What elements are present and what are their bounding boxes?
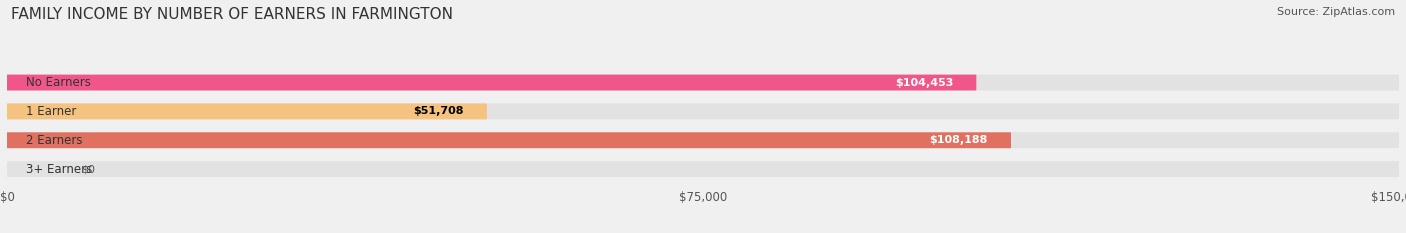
Text: 2 Earners: 2 Earners (25, 134, 82, 147)
FancyBboxPatch shape (7, 103, 486, 119)
Text: 3+ Earners: 3+ Earners (25, 163, 91, 176)
Text: $104,453: $104,453 (894, 78, 953, 88)
FancyBboxPatch shape (7, 132, 1399, 148)
Text: Source: ZipAtlas.com: Source: ZipAtlas.com (1277, 7, 1395, 17)
FancyBboxPatch shape (7, 161, 1399, 177)
Text: No Earners: No Earners (25, 76, 90, 89)
Text: $51,708: $51,708 (413, 106, 464, 116)
Text: $0: $0 (82, 164, 96, 174)
FancyBboxPatch shape (7, 132, 1011, 148)
Text: FAMILY INCOME BY NUMBER OF EARNERS IN FARMINGTON: FAMILY INCOME BY NUMBER OF EARNERS IN FA… (11, 7, 453, 22)
FancyBboxPatch shape (7, 103, 1399, 119)
FancyBboxPatch shape (7, 75, 976, 90)
Text: $108,188: $108,188 (929, 135, 988, 145)
FancyBboxPatch shape (7, 75, 1399, 90)
Text: 1 Earner: 1 Earner (25, 105, 76, 118)
